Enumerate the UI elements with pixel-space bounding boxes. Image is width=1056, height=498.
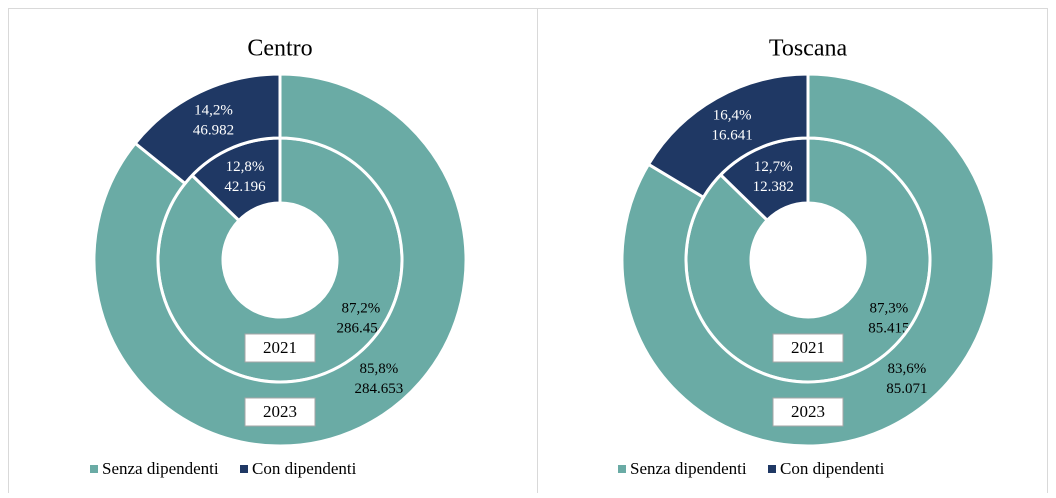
- series-label-box: [244, 397, 316, 427]
- data-label: 286.454: [336, 320, 385, 336]
- donut-segment: [646, 72, 810, 200]
- donut-segment: [133, 72, 282, 186]
- data-label: 87,3%: [869, 300, 908, 316]
- legend-swatch: [618, 465, 626, 473]
- chart-title: Toscana: [769, 36, 848, 62]
- legend-swatch: [90, 465, 98, 473]
- legend-label: Senza dipendenti: [630, 459, 747, 478]
- frame: [8, 8, 1048, 498]
- series-label: 2023: [263, 402, 297, 421]
- donut-segment: [620, 72, 996, 448]
- data-label: 87,2%: [341, 300, 380, 316]
- data-label: 83,6%: [887, 361, 926, 377]
- data-label: 16,4%: [713, 107, 752, 123]
- data-label: 12,8%: [226, 159, 265, 175]
- data-label: 284.653: [354, 381, 403, 397]
- series-label: 2021: [263, 338, 297, 357]
- chart-title: Centro: [247, 36, 312, 62]
- legend-label: Senza dipendenti: [102, 459, 219, 478]
- series-label-box: [772, 397, 844, 427]
- legend-swatch: [768, 465, 776, 473]
- data-label: 46.982: [193, 123, 234, 139]
- series-label: 2021: [791, 338, 825, 357]
- data-label: 12,7%: [754, 159, 793, 175]
- data-label: 42.196: [224, 179, 266, 195]
- series-label-box: [772, 333, 844, 363]
- series-label: 2023: [791, 402, 825, 421]
- donut-segment: [92, 72, 468, 448]
- data-label: 85.071: [886, 381, 927, 397]
- data-label: 16.641: [711, 127, 752, 143]
- data-label: 14,2%: [194, 103, 233, 119]
- data-label: 85,8%: [359, 361, 398, 377]
- series-label-box: [244, 333, 316, 363]
- data-label: 85.415: [868, 320, 909, 336]
- legend-label: Con dipendenti: [780, 459, 885, 478]
- data-label: 12.382: [753, 179, 794, 195]
- legend-swatch: [240, 465, 248, 473]
- legend-label: Con dipendenti: [252, 459, 357, 478]
